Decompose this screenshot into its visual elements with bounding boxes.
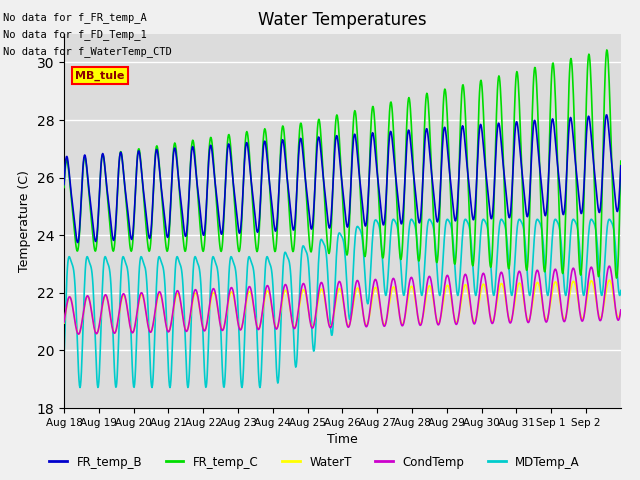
CondTemp [60, 319, 68, 325]
WaterT [122, 296, 129, 302]
FR_temp_B [60, 182, 68, 188]
WaterT [60, 320, 68, 326]
Legend: FR_temp_B, FR_temp_C, WaterT, CondTemp, MDTemp_A: FR_temp_B, FR_temp_C, WaterT, CondTemp, … [45, 451, 584, 473]
FR_temp_C [612, 275, 620, 281]
MDTemp_A [166, 384, 174, 390]
FR_temp_C [603, 47, 611, 53]
CondTemp [553, 271, 561, 276]
Line: FR_temp_C: FR_temp_C [64, 50, 621, 278]
Line: FR_temp_B: FR_temp_B [64, 115, 621, 242]
Line: MDTemp_A: MDTemp_A [64, 219, 621, 387]
WaterT [553, 282, 561, 288]
MDTemp_A [554, 219, 561, 225]
FR_temp_C [617, 158, 625, 164]
Line: CondTemp: CondTemp [64, 266, 621, 334]
FR_temp_B [122, 189, 129, 194]
CondTemp [554, 273, 561, 279]
FR_temp_B [495, 120, 503, 126]
FR_temp_C [553, 140, 561, 146]
WaterT [495, 288, 503, 293]
CondTemp [605, 263, 613, 269]
Title: Water Temperatures: Water Temperatures [258, 11, 427, 29]
X-axis label: Time: Time [327, 433, 358, 446]
FR_temp_B [399, 210, 407, 216]
CondTemp [147, 329, 155, 335]
FR_temp_C [121, 187, 129, 193]
FR_temp_C [147, 241, 154, 247]
Text: MB_tule: MB_tule [75, 71, 125, 81]
CondTemp [75, 331, 83, 337]
WaterT [605, 277, 613, 283]
FR_temp_B [603, 112, 611, 118]
CondTemp [399, 322, 407, 328]
FR_temp_B [554, 161, 561, 167]
MDTemp_A [399, 290, 407, 296]
WaterT [617, 308, 625, 314]
MDTemp_A [553, 218, 561, 224]
FR_temp_B [147, 228, 155, 233]
FR_temp_C [552, 125, 560, 131]
WaterT [554, 283, 561, 289]
CondTemp [122, 295, 129, 301]
Text: No data for f_WaterTemp_CTD: No data for f_WaterTemp_CTD [3, 46, 172, 57]
FR_temp_C [495, 74, 502, 80]
MDTemp_A [588, 216, 595, 222]
Text: No data for f_FD_Temp_1: No data for f_FD_Temp_1 [3, 29, 147, 40]
FR_temp_C [399, 240, 406, 245]
WaterT [399, 321, 407, 326]
WaterT [147, 329, 155, 335]
FR_temp_B [74, 240, 81, 245]
MDTemp_A [147, 371, 154, 376]
FR_temp_B [617, 163, 625, 169]
MDTemp_A [617, 288, 625, 293]
Y-axis label: Temperature (C): Temperature (C) [18, 170, 31, 272]
MDTemp_A [495, 228, 503, 234]
MDTemp_A [121, 258, 129, 264]
CondTemp [495, 278, 503, 284]
MDTemp_A [60, 355, 68, 360]
Text: No data for f_FR_temp_A: No data for f_FR_temp_A [3, 12, 147, 23]
FR_temp_C [60, 185, 68, 191]
WaterT [75, 331, 83, 337]
CondTemp [617, 307, 625, 313]
FR_temp_B [553, 156, 561, 161]
Line: WaterT: WaterT [64, 280, 621, 334]
